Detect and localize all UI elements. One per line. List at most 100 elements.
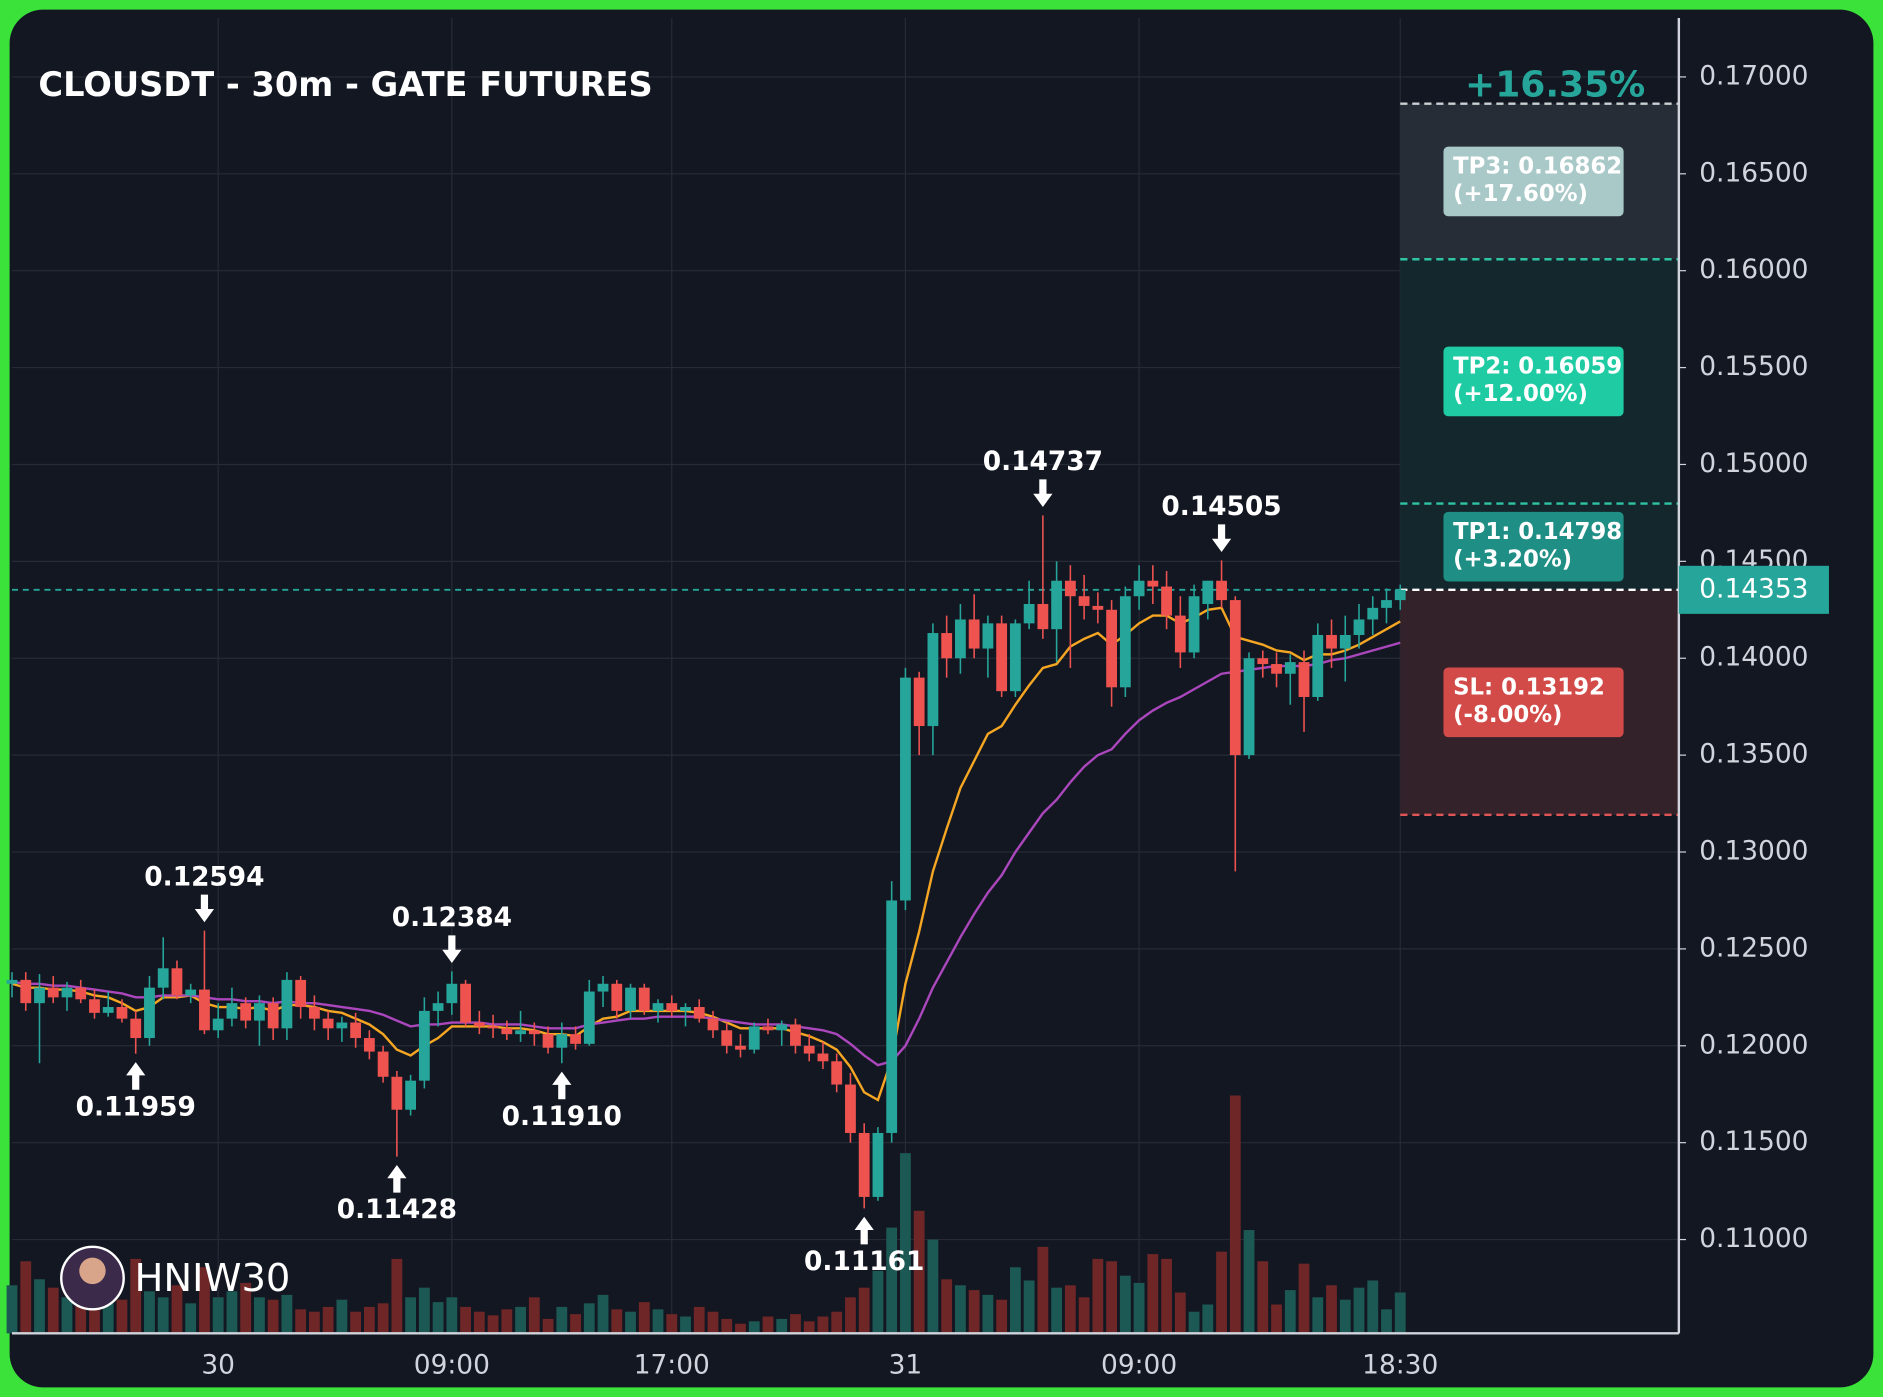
y-tick-label: 0.15000 xyxy=(1699,448,1808,479)
candle-body xyxy=(666,1003,678,1011)
candle-body xyxy=(1339,634,1351,649)
volume-bar xyxy=(1339,1299,1351,1334)
volume-bar xyxy=(295,1309,307,1334)
volume-bar xyxy=(982,1294,994,1334)
volume-bar xyxy=(1078,1297,1090,1334)
y-tick-label: 0.12000 xyxy=(1699,1029,1808,1060)
candle-body xyxy=(1106,609,1118,688)
annotation-arrow xyxy=(552,1071,572,1100)
level-box xyxy=(1443,667,1624,738)
candle-body xyxy=(116,1007,128,1019)
volume-bar xyxy=(693,1306,705,1334)
candle-body xyxy=(308,1007,320,1019)
x-tick-label: 30 xyxy=(201,1349,235,1380)
level-box xyxy=(1443,511,1624,582)
candle-body xyxy=(693,1007,705,1019)
y-tick-label: 0.15500 xyxy=(1699,351,1808,382)
volume-bar xyxy=(1216,1251,1227,1334)
volume-bar xyxy=(652,1309,664,1334)
candle-body xyxy=(240,1003,252,1021)
level-box xyxy=(1443,346,1624,417)
volume-bar xyxy=(308,1311,320,1334)
candle-body xyxy=(900,677,911,901)
candle-body xyxy=(1147,580,1159,587)
volume-bar xyxy=(61,1297,73,1334)
candle-body xyxy=(625,987,636,1011)
candle-body xyxy=(528,1030,540,1035)
candle-body xyxy=(1202,580,1214,604)
volume-bar xyxy=(144,1291,155,1334)
volume-bar xyxy=(267,1299,279,1334)
volume-bar xyxy=(1051,1287,1063,1334)
volume-bar xyxy=(1367,1280,1379,1334)
volume-bar xyxy=(735,1323,746,1334)
volume-bar xyxy=(1161,1258,1172,1334)
volume-bar xyxy=(47,1287,59,1334)
annotation-label: 0.11910 xyxy=(502,1101,622,1132)
volume-bar xyxy=(473,1311,485,1334)
candle-body xyxy=(927,633,939,727)
volume-bar xyxy=(1284,1290,1296,1334)
candle-body xyxy=(845,1084,856,1133)
volume-bar xyxy=(432,1302,444,1334)
level-label: SL: 0.13192 xyxy=(1453,674,1605,700)
y-tick-label: 0.14000 xyxy=(1699,642,1808,673)
candle-body xyxy=(405,1080,417,1110)
ma-line xyxy=(11,641,1401,1067)
candle-body xyxy=(1161,586,1172,616)
level-pct: (-8.00%) xyxy=(1453,702,1562,728)
annotation-label: 0.11959 xyxy=(76,1091,196,1122)
annotation-arrow xyxy=(442,935,462,963)
volume-bar xyxy=(460,1306,471,1334)
candle-body xyxy=(34,987,45,1004)
candle-body xyxy=(955,619,966,659)
volume-bar xyxy=(721,1318,733,1334)
candle-body xyxy=(226,1003,238,1019)
y-tick-label: 0.12500 xyxy=(1699,932,1808,963)
y-tick-label: 0.11000 xyxy=(1699,1223,1808,1254)
candle-body xyxy=(418,1010,430,1081)
candle-body xyxy=(1326,634,1337,649)
y-tick-label: 0.17000 xyxy=(1699,60,1808,91)
candle-body xyxy=(473,1022,485,1027)
candle-body xyxy=(1037,603,1049,630)
volume-bar xyxy=(707,1311,719,1334)
volume-bar xyxy=(968,1290,980,1334)
x-tick-label: 18:30 xyxy=(1362,1349,1438,1380)
volume-bar xyxy=(817,1316,829,1334)
candle-body xyxy=(583,991,595,1044)
candle-body xyxy=(982,623,994,649)
candle-body xyxy=(377,1051,389,1077)
volume-bar xyxy=(1381,1309,1392,1334)
volume-bar xyxy=(845,1297,856,1334)
volume-bar xyxy=(625,1311,636,1334)
volume-bar xyxy=(212,1297,224,1334)
candle-body xyxy=(1064,580,1076,597)
volume-bar xyxy=(89,1291,100,1334)
volume-bar xyxy=(803,1321,815,1334)
candle-body xyxy=(487,1026,499,1029)
volume-bar xyxy=(377,1303,389,1334)
volume-bar xyxy=(418,1287,430,1334)
candle-body xyxy=(199,989,210,1031)
volume-bar xyxy=(501,1309,513,1334)
volume-bar xyxy=(446,1297,458,1334)
volume-bar xyxy=(1353,1287,1365,1334)
volume-bar xyxy=(487,1315,499,1334)
candle-body xyxy=(762,1026,774,1031)
volume-bar xyxy=(597,1294,609,1334)
volume-bar xyxy=(1326,1285,1337,1334)
level-label: TP3: 0.16862 xyxy=(1453,154,1622,180)
y-tick-label: 0.13000 xyxy=(1699,836,1808,867)
volume-bar xyxy=(1298,1263,1310,1334)
annotation-label: 0.14737 xyxy=(983,446,1103,477)
volume-bar xyxy=(680,1316,691,1334)
candle-body xyxy=(501,1028,513,1035)
candle-body xyxy=(1009,623,1021,692)
volume-bar xyxy=(556,1306,568,1334)
candle-body xyxy=(336,1022,348,1029)
x-tick-label: 09:00 xyxy=(1101,1349,1177,1380)
candle-body xyxy=(322,1018,334,1029)
volume-bar xyxy=(1188,1311,1200,1334)
